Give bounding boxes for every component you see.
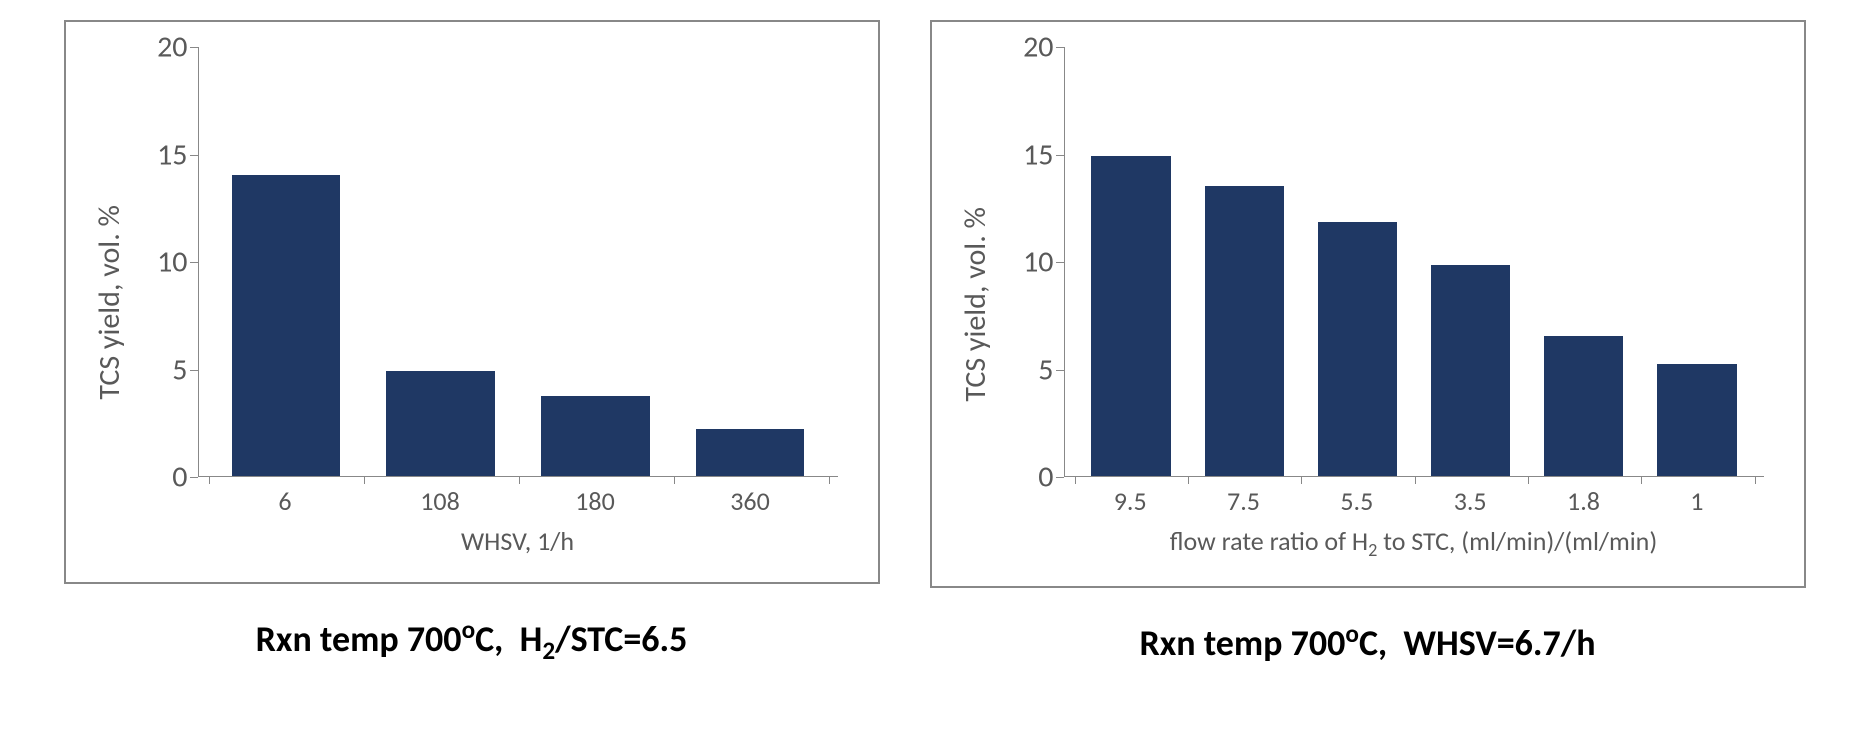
y-tick-mark bbox=[1056, 370, 1064, 371]
bar bbox=[1657, 364, 1736, 476]
chart-right-box: TCS yield, vol. % 05101520 9.57.55.53.51… bbox=[930, 20, 1806, 588]
bar bbox=[386, 371, 494, 476]
y-tick-label: 0 bbox=[172, 459, 187, 496]
chart-left-plot-wrapper: TCS yield, vol. % 05101520 6108180360 WH… bbox=[91, 47, 838, 557]
bar-group bbox=[209, 175, 364, 476]
x-tick-mark bbox=[674, 476, 675, 484]
bar-group bbox=[518, 396, 673, 476]
x-tick-mark bbox=[1415, 476, 1416, 484]
y-tick-mark bbox=[190, 47, 198, 48]
x-tick-label: 5.5 bbox=[1300, 485, 1413, 517]
x-tick-marks bbox=[1065, 476, 1764, 484]
bar bbox=[1544, 336, 1623, 476]
x-tick-label: 9.5 bbox=[1074, 485, 1187, 517]
y-tick-label: 10 bbox=[157, 244, 187, 281]
bar-group bbox=[1075, 156, 1188, 476]
chart-right-container: TCS yield, vol. % 05101520 9.57.55.53.51… bbox=[930, 20, 1806, 666]
y-tick-label: 5 bbox=[1038, 351, 1053, 388]
x-tick-label: 1 bbox=[1640, 485, 1753, 517]
y-tick-mark bbox=[1056, 477, 1064, 478]
x-tick-mark bbox=[364, 476, 365, 484]
y-tick-label: 0 bbox=[1038, 459, 1053, 496]
x-tick-marks bbox=[199, 476, 838, 484]
y-tick-label: 10 bbox=[1023, 244, 1053, 281]
bar-group bbox=[673, 429, 828, 476]
chart-left-ylabel: TCS yield, vol. % bbox=[91, 205, 128, 400]
x-tick-mark bbox=[1301, 476, 1302, 484]
chart-left-xlabel: WHSV, 1/h bbox=[198, 525, 838, 557]
x-tick-label: 6 bbox=[208, 485, 363, 517]
chart-right-yaxis: 05101520 bbox=[1004, 47, 1064, 477]
chart-right-caption: Rxn temp 700oC, WHSV=6.7/h bbox=[1139, 618, 1595, 665]
y-tick-mark bbox=[1056, 262, 1064, 263]
y-tick-mark bbox=[190, 155, 198, 156]
chart-left-box: TCS yield, vol. % 05101520 6108180360 WH… bbox=[64, 20, 880, 584]
y-tick-mark bbox=[190, 262, 198, 263]
x-tick-label: 180 bbox=[518, 485, 673, 517]
x-tick-mark bbox=[1188, 476, 1189, 484]
chart-right-ylabel: TCS yield, vol. % bbox=[957, 207, 994, 402]
y-tick-label: 20 bbox=[157, 29, 187, 66]
bar-group bbox=[1188, 186, 1301, 476]
bar bbox=[696, 429, 804, 476]
x-tick-mark bbox=[829, 476, 830, 484]
bar bbox=[1091, 156, 1170, 476]
chart-left-plot-area: 05101520 6108180360 WHSV, 1/h bbox=[198, 47, 838, 557]
chart-left-xlabels: 6108180360 bbox=[198, 485, 838, 517]
y-tick-mark bbox=[190, 370, 198, 371]
chart-left-caption: Rxn temp 700oC, H2/STC=6.5 bbox=[256, 614, 688, 666]
y-tick-label: 15 bbox=[157, 136, 187, 173]
x-tick-mark bbox=[1755, 476, 1756, 484]
bar bbox=[232, 175, 340, 476]
bar bbox=[541, 396, 649, 476]
x-tick-label: 360 bbox=[673, 485, 828, 517]
bar bbox=[1318, 222, 1397, 476]
charts-row: TCS yield, vol. % 05101520 6108180360 WH… bbox=[20, 20, 1849, 666]
bar bbox=[1205, 186, 1284, 476]
bar-group bbox=[1527, 336, 1640, 476]
chart-right-xlabel: flow rate ratio of H2 to STC, (ml/min)/(… bbox=[1064, 525, 1764, 561]
bar-group bbox=[1414, 265, 1527, 476]
chart-right-plot-wrapper: TCS yield, vol. % 05101520 9.57.55.53.51… bbox=[957, 47, 1764, 561]
x-tick-mark bbox=[519, 476, 520, 484]
x-tick-label: 7.5 bbox=[1187, 485, 1300, 517]
bar-group bbox=[1640, 364, 1753, 476]
x-tick-mark bbox=[209, 476, 210, 484]
x-tick-label: 3.5 bbox=[1413, 485, 1526, 517]
chart-right-plot-area: 05101520 9.57.55.53.51.81 flow rate rati… bbox=[1064, 47, 1764, 561]
y-tick-label: 15 bbox=[1023, 136, 1053, 173]
chart-left-container: TCS yield, vol. % 05101520 6108180360 WH… bbox=[64, 20, 880, 666]
y-tick-label: 20 bbox=[1023, 29, 1053, 66]
x-tick-mark bbox=[1075, 476, 1076, 484]
bar bbox=[1431, 265, 1510, 476]
y-tick-label: 5 bbox=[172, 351, 187, 388]
chart-left-plot bbox=[198, 47, 838, 477]
x-tick-mark bbox=[1641, 476, 1642, 484]
x-tick-label: 1.8 bbox=[1527, 485, 1640, 517]
x-tick-mark bbox=[1528, 476, 1529, 484]
chart-right-plot bbox=[1064, 47, 1764, 477]
bar-group bbox=[1301, 222, 1414, 476]
bar-group bbox=[363, 371, 518, 476]
y-tick-mark bbox=[1056, 155, 1064, 156]
y-tick-mark bbox=[190, 477, 198, 478]
chart-right-xlabels: 9.57.55.53.51.81 bbox=[1064, 485, 1764, 517]
chart-left-yaxis: 05101520 bbox=[138, 47, 198, 477]
x-tick-label: 108 bbox=[363, 485, 518, 517]
y-tick-mark bbox=[1056, 47, 1064, 48]
